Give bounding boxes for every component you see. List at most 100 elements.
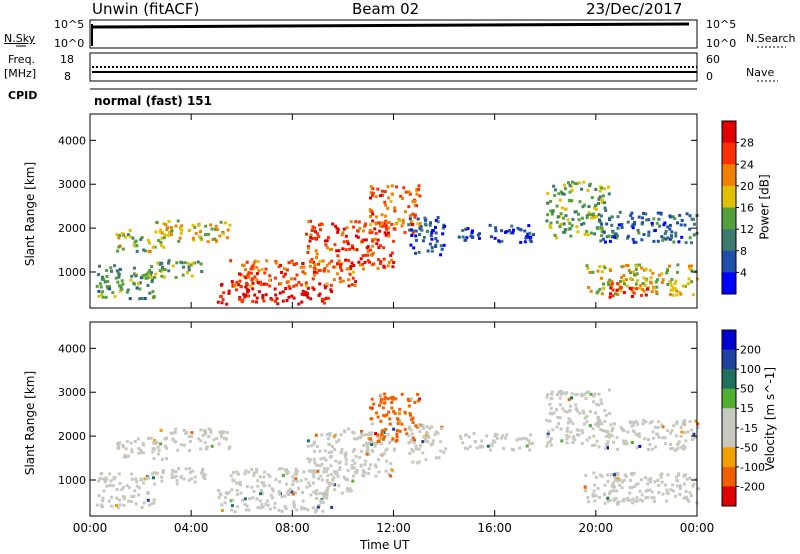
echo-cell — [174, 474, 178, 478]
echo-cell — [682, 447, 686, 451]
echo-cell — [477, 236, 481, 240]
echo-cell — [238, 279, 242, 283]
echo-cell — [240, 300, 244, 304]
echo-cell — [550, 212, 554, 216]
echo-cell — [616, 226, 620, 230]
echo-cell — [546, 201, 550, 205]
echo-cell — [637, 435, 641, 439]
echo-cell — [146, 498, 150, 502]
echo-cell — [338, 280, 342, 284]
echo-cell — [674, 448, 678, 452]
echo-cell — [656, 211, 660, 215]
echo-cell — [591, 494, 595, 498]
echo-cell — [630, 424, 634, 428]
echo-cell — [355, 437, 359, 441]
echo-cell — [317, 223, 321, 227]
echo-cell — [371, 251, 375, 255]
echo-cell — [589, 392, 593, 396]
echo-cell — [335, 472, 339, 476]
echo-cell — [668, 443, 672, 446]
echo-cell — [641, 287, 644, 291]
echo-cell — [634, 267, 638, 271]
echo-cell — [280, 270, 283, 274]
echo-cell — [655, 285, 659, 289]
echo-cell — [415, 192, 419, 196]
echo-cell — [686, 430, 690, 434]
echo-cell — [414, 234, 418, 238]
echo-cell — [676, 442, 680, 446]
echo-cell — [332, 470, 336, 474]
echo-cell — [411, 200, 415, 204]
echo-cell — [608, 278, 612, 282]
echo-cell — [99, 471, 103, 475]
nave-label: Nave — [746, 66, 775, 79]
echo-cell — [182, 265, 185, 269]
echo-cell — [431, 229, 435, 232]
echo-cell — [606, 429, 610, 433]
velocity-panel — [95, 388, 700, 514]
echo-cell — [362, 229, 366, 233]
freq-unit-label: [MHz] — [4, 67, 37, 80]
echo-cell — [182, 443, 186, 447]
echo-cell — [133, 489, 137, 493]
echo-cell — [191, 261, 195, 265]
echo-cell — [376, 433, 380, 437]
echo-cell — [247, 271, 251, 275]
echo-cell — [616, 293, 620, 296]
echo-cell — [259, 506, 263, 510]
echo-cell — [494, 229, 498, 233]
echo-cell — [553, 233, 557, 237]
echo-cell — [548, 402, 552, 406]
echo-cell — [120, 232, 124, 235]
echo-cell — [493, 236, 497, 240]
echo-cell — [466, 227, 470, 231]
echo-cell — [258, 499, 262, 503]
echo-cell — [580, 216, 584, 220]
echo-cell — [113, 264, 117, 268]
echo-cell — [107, 285, 111, 289]
echo-cell — [231, 478, 235, 482]
nsky-tick-bottom-right: 10^0 — [706, 37, 737, 50]
echo-cell — [215, 437, 219, 440]
echo-cell — [657, 436, 661, 439]
echo-cell — [176, 219, 180, 223]
echo-cell — [529, 433, 532, 437]
echo-cell — [584, 474, 588, 477]
echo-cell — [599, 428, 603, 432]
power-panel — [95, 180, 699, 306]
echo-cell — [668, 293, 672, 297]
echo-cell — [333, 488, 337, 492]
echo-cell — [320, 463, 324, 466]
echo-cell — [352, 431, 356, 435]
echo-cell — [323, 284, 327, 288]
echo-cell — [641, 282, 645, 285]
echo-cell — [306, 444, 310, 448]
echo-cell — [631, 497, 635, 501]
echo-cell — [523, 240, 527, 244]
echo-cell — [317, 504, 321, 508]
echo-cell — [329, 473, 333, 477]
echo-cell — [315, 488, 319, 492]
echo-cell — [564, 207, 567, 211]
echo-cell — [305, 293, 309, 297]
echo-cell — [599, 214, 603, 218]
echo-cell — [653, 425, 657, 429]
echo-cell — [321, 259, 325, 263]
echo-cell — [645, 218, 649, 222]
echo-cell — [465, 236, 469, 240]
echo-cell — [654, 445, 657, 449]
echo-cell — [611, 288, 615, 292]
echo-cell — [187, 478, 191, 482]
echo-cell — [312, 481, 315, 485]
echo-cell — [127, 486, 131, 490]
echo-cell — [605, 442, 609, 446]
echo-cell — [644, 279, 648, 282]
nave-tick-bottom: 0 — [706, 70, 713, 83]
echo-cell — [696, 425, 700, 429]
echo-cell — [251, 299, 255, 303]
echo-cell — [601, 237, 605, 241]
x-tick-label: 00:00 — [73, 521, 108, 535]
echo-cell — [251, 281, 255, 285]
echo-cell — [414, 444, 418, 448]
echo-cell — [206, 232, 210, 236]
